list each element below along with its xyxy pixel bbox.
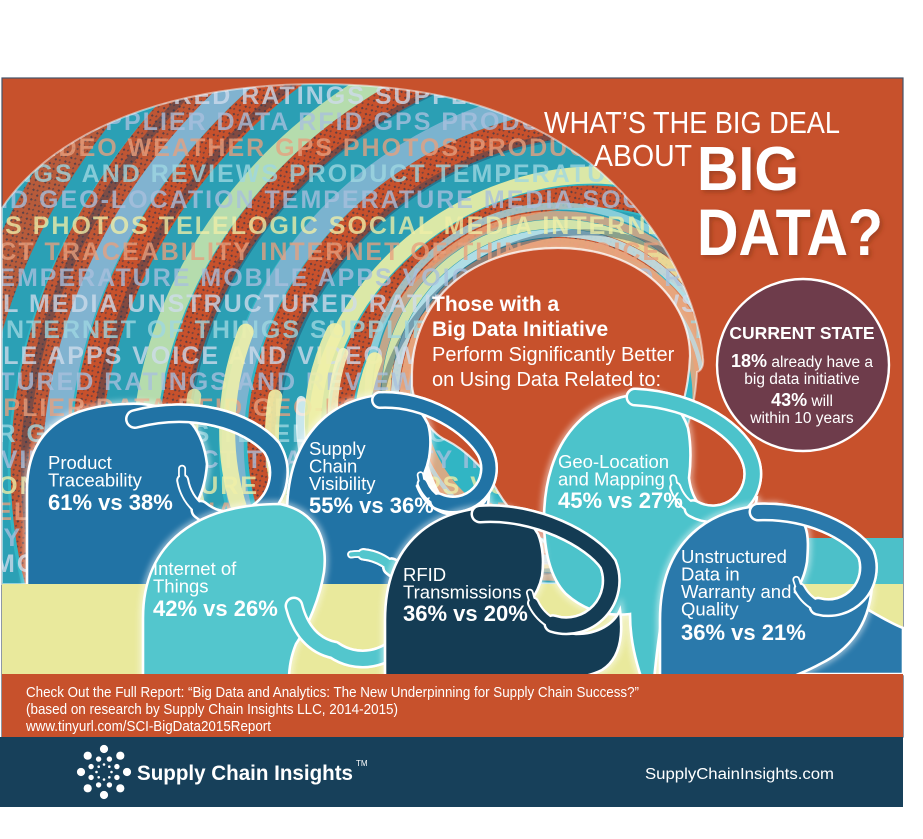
svg-text:Supply: Supply <box>309 438 366 459</box>
svg-text:WHAT’S THE BIG DEAL: WHAT’S THE BIG DEAL <box>544 105 840 140</box>
svg-text:VOICE AND VIDEO WEATHER GPS PH: VOICE AND VIDEO WEATHER GPS PHOTOS PRODU… <box>0 134 607 162</box>
svg-text:within 10 years: within 10 years <box>749 410 854 427</box>
svg-text:55% vs 36%: 55% vs 36% <box>309 493 434 518</box>
svg-text:BIG: BIG <box>697 135 799 204</box>
svg-text:Data in: Data in <box>681 564 740 585</box>
svg-text:Chain: Chain <box>309 456 357 477</box>
svg-text:TM: TM <box>356 759 368 768</box>
svg-text:Supply Chain Insights: Supply Chain Insights <box>137 761 353 785</box>
svg-text:www.tinyurl.com/SCI-BigData201: www.tinyurl.com/SCI-BigData2015Report <box>25 719 271 735</box>
svg-text:ABOUT: ABOUT <box>594 138 692 173</box>
svg-text:GPS PHOTOS TELELOGIC SOCIAL ME: GPS PHOTOS TELELOGIC SOCIAL MEDIA INTERN… <box>0 212 683 240</box>
svg-text:RFID: RFID <box>403 564 446 585</box>
svg-text:Those with a: Those with a <box>432 293 560 316</box>
svg-text:and Mapping: and Mapping <box>558 469 665 490</box>
svg-text:SupplyChainInsights.com: SupplyChainInsights.com <box>645 766 834 783</box>
svg-text:Unstructured: Unstructured <box>681 546 787 567</box>
svg-text:RATINGS AND REVIEWS PRODUCT TE: RATINGS AND REVIEWS PRODUCT TEMPERATURE … <box>0 160 721 188</box>
svg-text:CURRENT STATE: CURRENT STATE <box>729 323 874 343</box>
svg-text:big data initiative: big data initiative <box>744 371 859 388</box>
svg-text:36% vs 21%: 36% vs 21% <box>681 620 806 645</box>
svg-text:(based on research by Supply C: (based on research by Supply Chain Insig… <box>26 702 398 718</box>
svg-text:Traceability: Traceability <box>48 470 143 491</box>
svg-text:on Using Data Related to:: on Using Data Related to: <box>432 369 661 391</box>
svg-text:Things: Things <box>153 576 209 597</box>
svg-text:Quality: Quality <box>681 599 739 620</box>
svg-text:DATA RFID GEO-LOCATION TEMPERA: DATA RFID GEO-LOCATION TEMPERATURE MEDIA… <box>0 186 689 214</box>
svg-text:61% vs 38%: 61% vs 38% <box>48 490 173 515</box>
svg-text:DATA?: DATA? <box>697 195 883 269</box>
svg-text:Geo-Location: Geo-Location <box>558 451 669 472</box>
svg-text:Warranty and: Warranty and <box>681 581 791 602</box>
svg-text:45% vs 27%: 45% vs 27% <box>558 488 683 513</box>
svg-text:Visibility: Visibility <box>309 473 376 494</box>
svg-text:Product: Product <box>48 452 112 473</box>
svg-text:43% will: 43% will <box>771 390 833 410</box>
svg-text:Perform Significantly Better: Perform Significantly Better <box>432 344 675 366</box>
svg-text:Check Out the Full Report: “Bi: Check Out the Full Report: “Big Data and… <box>26 685 639 701</box>
svg-text:Internet of: Internet of <box>153 558 237 579</box>
svg-text:TEMPERATURE MOBILE APPS VOICE: TEMPERATURE MOBILE APPS VOICE AND VIDEO … <box>0 264 789 292</box>
svg-text:18% already have a: 18% already have a <box>731 351 873 371</box>
svg-text:Transmissions: Transmissions <box>403 582 522 603</box>
svg-text:42% vs 26%: 42% vs 26% <box>153 596 278 621</box>
svg-text:36% vs 20%: 36% vs 20% <box>403 601 528 626</box>
svg-text:Big Data Initiative: Big Data Initiative <box>432 318 608 341</box>
